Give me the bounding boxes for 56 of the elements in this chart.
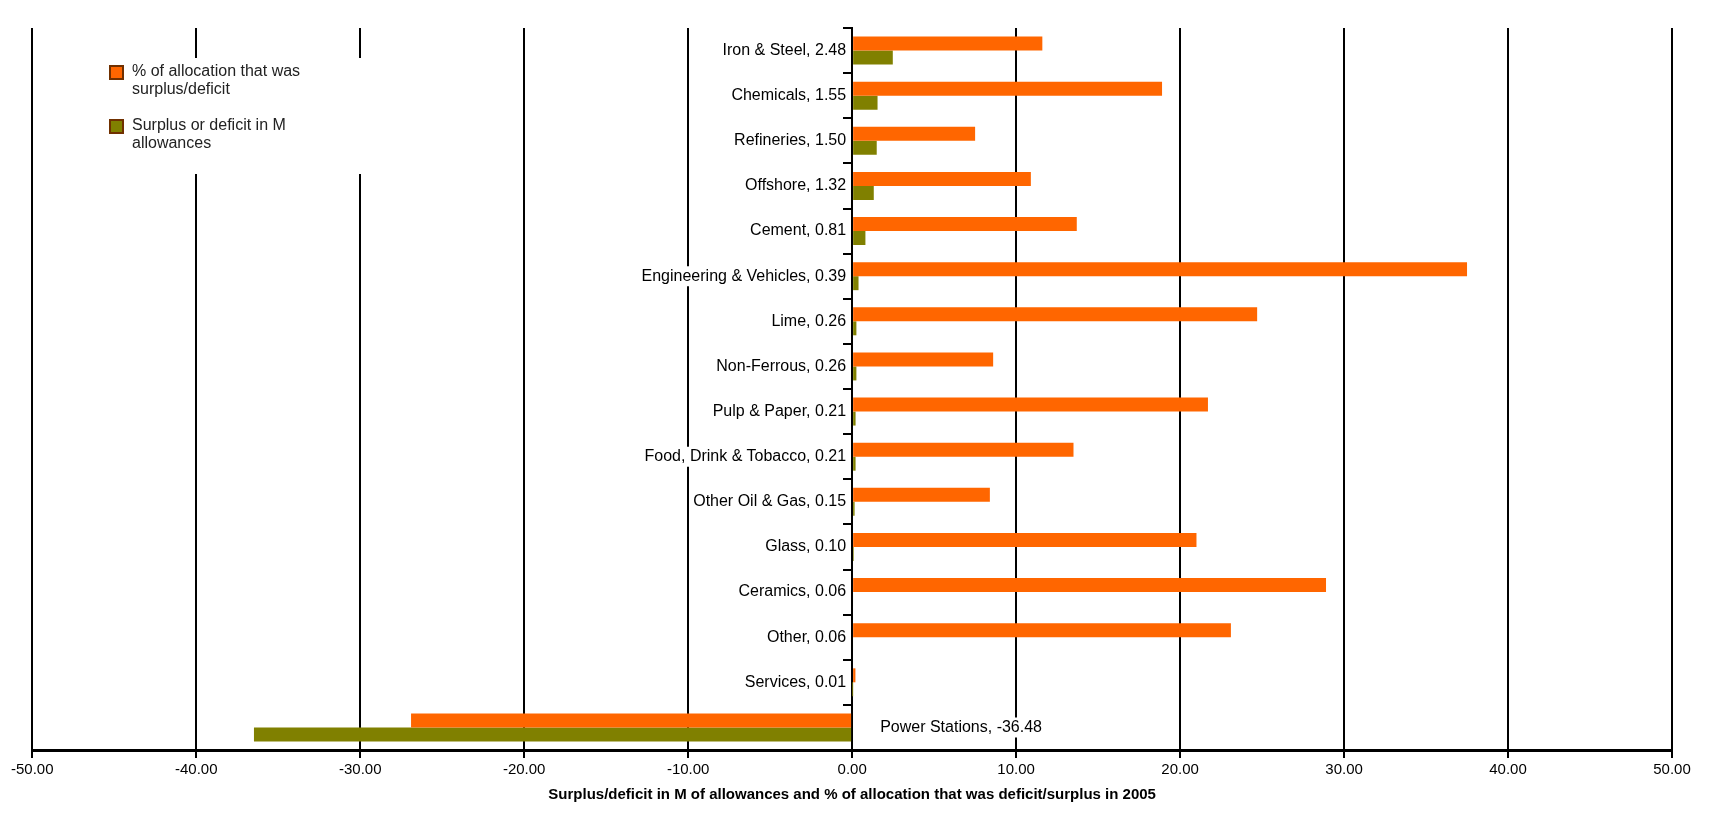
bar: [853, 578, 1327, 593]
bar: [853, 231, 866, 246]
x-tick-label: 50.00: [1653, 760, 1691, 778]
bar: [853, 95, 878, 110]
bar: [853, 456, 856, 471]
x-axis-title: Surplus/deficit in M of allowances and % of allocation that was deficit/surplus in 2005: [548, 785, 1156, 803]
y-tick-label: Lime, 0.26: [771, 311, 847, 329]
legend-label: Surplus or deficit in M allowances: [132, 116, 287, 152]
bar: [853, 81, 1163, 96]
bar: [853, 140, 877, 155]
bar: [853, 36, 1043, 51]
bar: [853, 307, 1258, 322]
bar: [411, 713, 852, 728]
bar: [253, 727, 852, 742]
bar: [853, 532, 1197, 547]
y-tick-label: Ceramics, 0.06: [738, 582, 847, 600]
x-tick-label: -50.00: [10, 760, 54, 778]
y-tick-label: Refineries, 1.50: [734, 131, 847, 149]
bar: [853, 487, 990, 502]
x-tick-label: -30.00: [338, 760, 382, 778]
y-tick-label: Pulp & Paper, 0.21: [712, 401, 847, 419]
y-tick-label: Non-Ferrous, 0.26: [716, 356, 847, 374]
y-tick-label: Iron & Steel, 2.48: [722, 40, 847, 58]
y-tick-label: Chemicals, 1.55: [731, 86, 847, 104]
x-tick-label: 20.00: [1161, 760, 1199, 778]
bar: [853, 352, 994, 367]
x-tick-label: -20.00: [502, 760, 546, 778]
bar: [853, 411, 856, 426]
legend-label: % of allocation that was surplus/deficit: [132, 62, 302, 98]
x-tick-label: 0.00: [837, 760, 867, 778]
bar: [853, 442, 1074, 457]
y-tick-label: Food, Drink & Tobacco, 0.21: [644, 447, 847, 465]
bar: [853, 366, 857, 381]
x-tick-label: 10.00: [997, 760, 1035, 778]
y-tick-label: Services, 0.01: [744, 672, 847, 690]
x-tick-label: -10.00: [666, 760, 710, 778]
x-tick-label: 30.00: [1325, 760, 1363, 778]
bar: [853, 217, 1077, 232]
bar: [853, 276, 859, 291]
y-tick-label: Cement, 0.81: [750, 221, 847, 239]
y-tick-label: Engineering & Vehicles, 0.39: [641, 266, 847, 284]
x-tick-label: 40.00: [1489, 760, 1527, 778]
y-tick-label: Glass, 0.10: [765, 537, 847, 555]
bar: [853, 126, 976, 141]
bar: [853, 397, 1208, 412]
bar: [853, 623, 1231, 638]
y-tick-label: Other Oil & Gas, 0.15: [693, 492, 847, 510]
bar: [853, 262, 1468, 277]
y-tick-label: Other, 0.06: [766, 627, 847, 645]
y-tick-label: Offshore, 1.32: [745, 176, 847, 194]
bar: [853, 171, 1031, 186]
bar: [853, 185, 874, 200]
x-tick-label: -40.00: [174, 760, 218, 778]
y-tick-label: Power Stations, -36.48: [880, 717, 1043, 735]
bar: [853, 50, 893, 65]
bar: [853, 321, 857, 336]
